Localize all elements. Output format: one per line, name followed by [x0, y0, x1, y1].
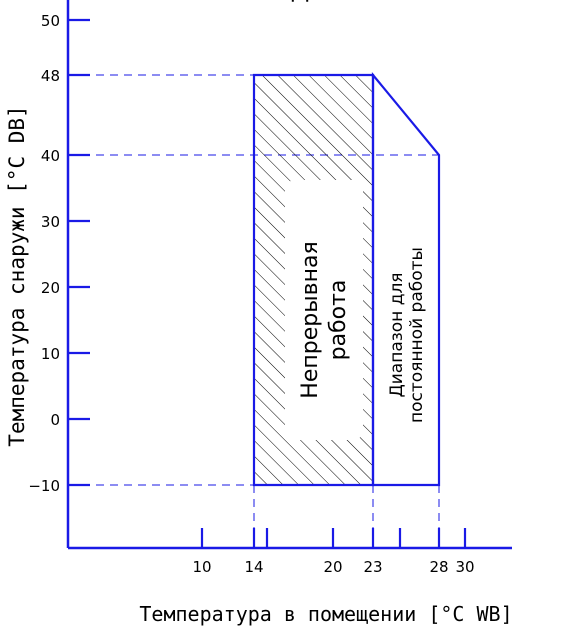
- permanent-operation-label-line: постоянной работы: [407, 247, 427, 423]
- chart-title: Д: [291, 0, 310, 4]
- region-labels: Непрерывная работа Диапазон дляпостоянной …: [285, 180, 427, 440]
- y-tick-label: 20: [41, 279, 60, 297]
- y-ticks: 50 48 40 30 20 10 0 −10: [28, 12, 90, 495]
- permanent-operation-region: [371, 71, 441, 487]
- continuous-operation-label-line: Непрерывная: [298, 241, 323, 398]
- x-ticks: 10 14 20 23 28 30: [192, 528, 475, 576]
- x-axis-label: Температура в помещении [°C WB]: [139, 602, 512, 626]
- label-backdrop: [285, 180, 363, 440]
- y-axis-label: Температура снаружи [°C DB]: [5, 105, 29, 446]
- y-tick-label: 30: [41, 213, 60, 231]
- continuous-operation-label-line: работа: [326, 280, 351, 361]
- x-tick-label: 20: [323, 558, 342, 576]
- x-tick-label: 10: [192, 558, 211, 576]
- permanent-operation-label: Диапазон дляпостоянной работы: [387, 247, 427, 423]
- permanent-operation-label-line: Диапазон для: [387, 272, 407, 397]
- y-tick-label: 40: [41, 147, 60, 165]
- x-tick-label: 28: [429, 558, 448, 576]
- x-tick-label: 23: [363, 558, 382, 576]
- continuous-operation-label: Непрерывная работа: [298, 241, 351, 398]
- x-tick-label: 14: [244, 558, 263, 576]
- y-tick-label: 0: [50, 411, 60, 429]
- x-tick-label: 30: [455, 558, 474, 576]
- y-tick-label: 48: [41, 67, 60, 85]
- y-tick-label: −10: [28, 477, 60, 495]
- y-tick-label: 50: [41, 12, 60, 30]
- y-tick-label: 10: [41, 345, 60, 363]
